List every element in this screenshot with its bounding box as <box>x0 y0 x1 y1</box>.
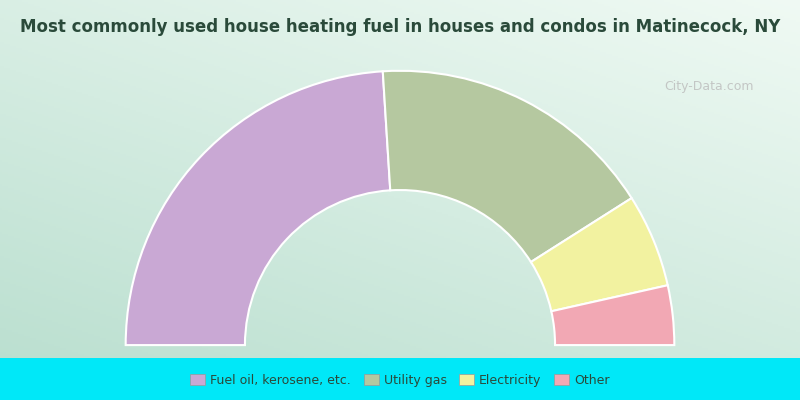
Text: Most commonly used house heating fuel in houses and condos in Matinecock, NY: Most commonly used house heating fuel in… <box>20 18 780 36</box>
Text: City-Data.com: City-Data.com <box>664 80 754 93</box>
Wedge shape <box>531 198 668 311</box>
Wedge shape <box>551 285 674 345</box>
Wedge shape <box>126 71 390 345</box>
Legend: Fuel oil, kerosene, etc., Utility gas, Electricity, Other: Fuel oil, kerosene, etc., Utility gas, E… <box>186 369 614 392</box>
Bar <box>0 358 800 400</box>
Wedge shape <box>382 71 632 262</box>
